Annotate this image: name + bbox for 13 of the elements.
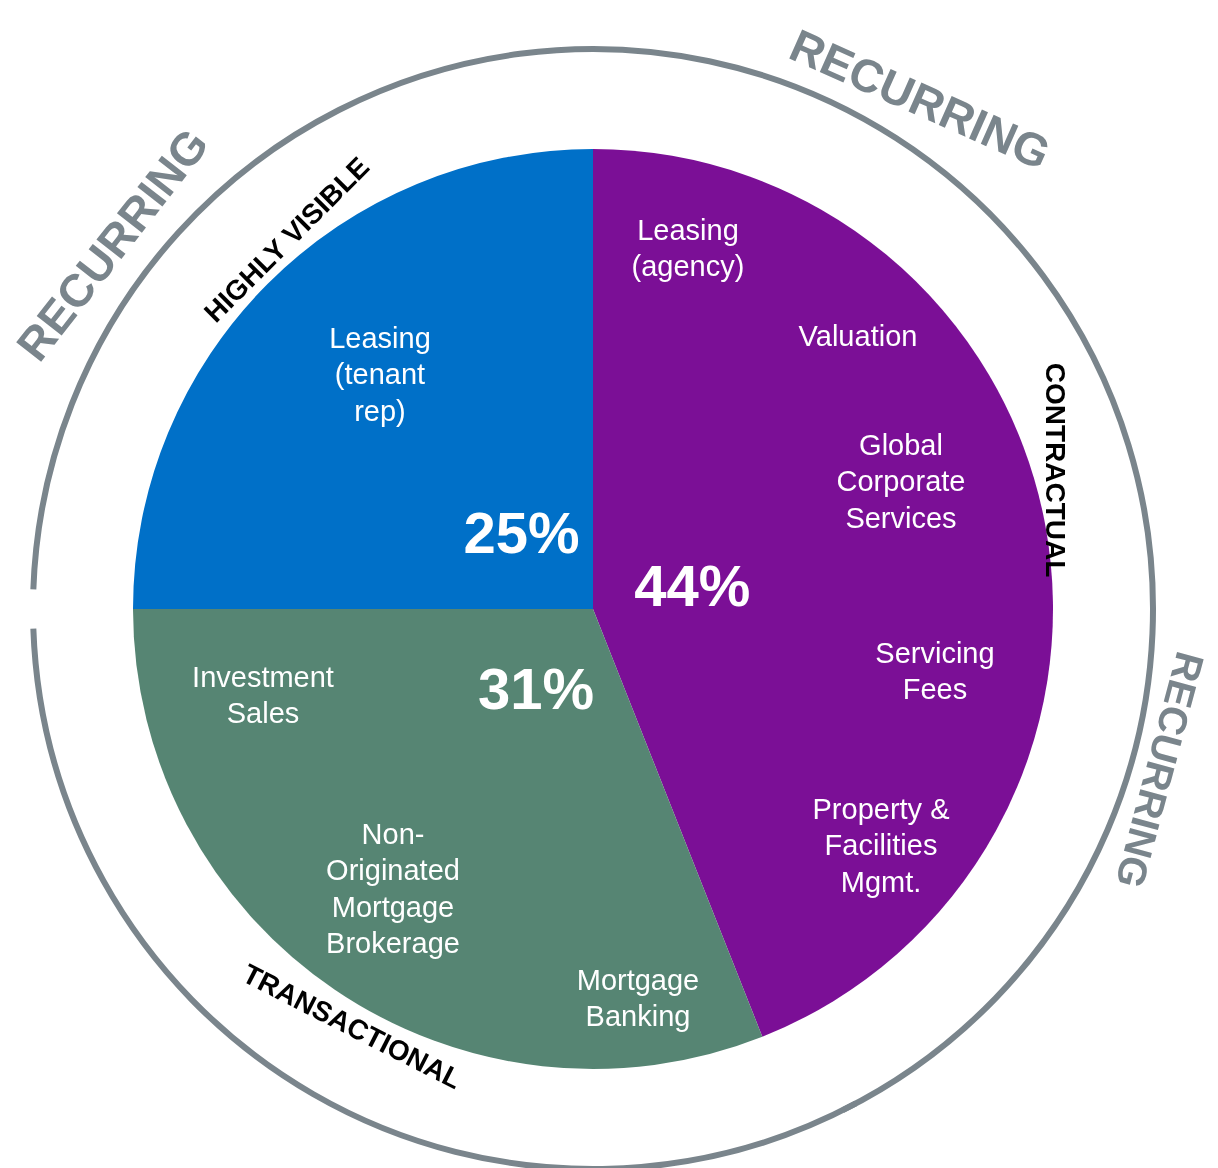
text: Global Corporate Services (835, 427, 967, 536)
slice-label: CONTRACTUAL (1039, 362, 1071, 578)
text: Non-Originated Mortgage Brokerage (325, 816, 461, 961)
text: Valuation (797, 318, 919, 354)
text: Leasing (tenant rep) (328, 320, 432, 429)
text: Mortgage Banking (575, 962, 701, 1034)
text: Investment Sales (191, 659, 335, 731)
data-label: 44% (634, 553, 751, 619)
text: Leasing (agency) (630, 212, 746, 284)
data-label: 31% (478, 655, 595, 721)
data-label: 25% (463, 500, 580, 566)
text: Property & Facilities Mgmt. (811, 791, 951, 900)
text: Servicing Fees (874, 635, 996, 707)
